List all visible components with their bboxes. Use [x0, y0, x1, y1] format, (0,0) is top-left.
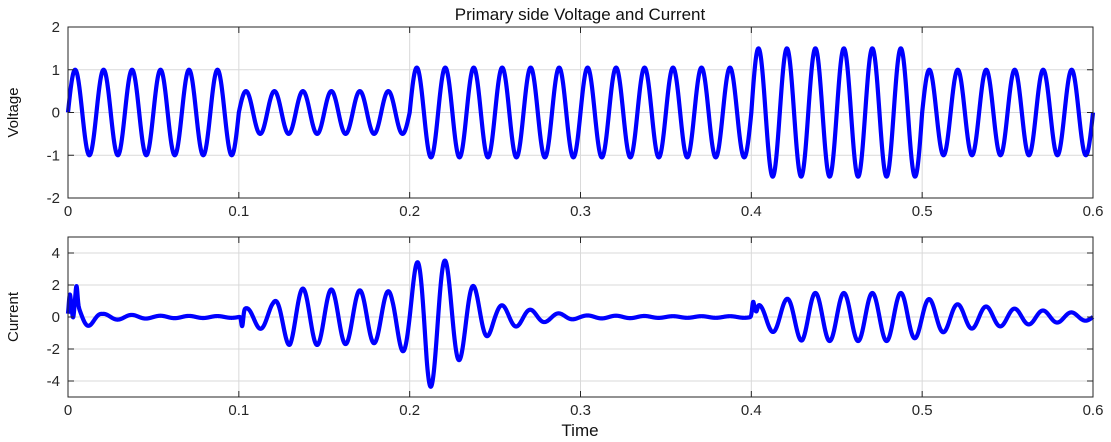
x-tick-label: 0.6 [1083, 402, 1104, 419]
y-tick-label: 4 [52, 245, 60, 262]
y-tick-label: 2 [52, 277, 60, 294]
y-tick-label: 0 [52, 105, 60, 122]
x-tick-label: 0.2 [399, 402, 420, 419]
x-tick-label: 0.1 [228, 203, 249, 220]
x-tick-label: 0 [64, 402, 72, 419]
y-tick-label: -1 [47, 147, 60, 164]
y-tick-label: -2 [47, 341, 60, 358]
x-tick-label: 0.3 [570, 402, 591, 419]
y-tick-label: 2 [52, 19, 60, 36]
y-axis-label: Voltage [5, 87, 22, 137]
x-tick-label: 0.5 [912, 402, 933, 419]
x-tick-label: 0.4 [741, 203, 762, 220]
x-tick-label: 0.5 [912, 203, 933, 220]
chart-title: Primary side Voltage and Current [455, 5, 706, 24]
y-tick-label: 0 [52, 309, 60, 326]
series-line [65, 258, 1095, 389]
series-line [65, 46, 1096, 179]
y-tick-label: -2 [47, 190, 60, 207]
x-tick-label: 0.3 [570, 203, 591, 220]
y-tick-label: 1 [52, 62, 60, 79]
x-tick-label: 0 [64, 203, 72, 220]
y-axis-label: Current [5, 291, 22, 342]
x-tick-label: 0.1 [228, 402, 249, 419]
x-tick-label: 0.6 [1083, 203, 1104, 220]
voltage-panel: 0 0.1 0.2 0.3 0.4 0.5 0.6 -2 -1 0 1 2 Voltage [5, 19, 1103, 220]
y-tick-label: -4 [47, 373, 60, 390]
x-axis-label: Time [561, 421, 598, 440]
x-tick-label: 0.2 [399, 203, 420, 220]
x-tick-label: 0.4 [741, 402, 762, 419]
current-panel: 0 0.1 0.2 0.3 0.4 0.5 0.6 -4 -2 0 2 4 Current [5, 236, 1104, 419]
